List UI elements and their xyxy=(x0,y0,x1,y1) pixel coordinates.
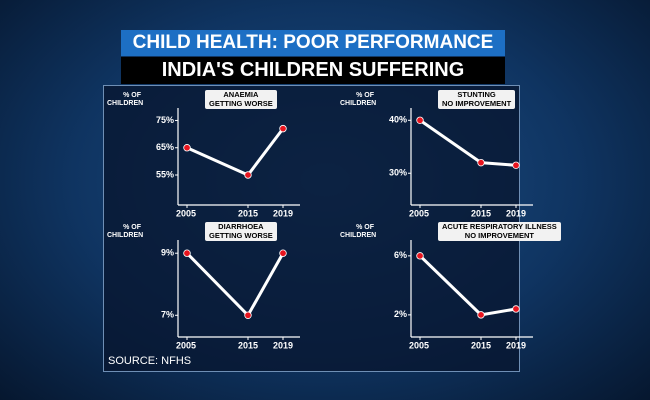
point xyxy=(183,249,191,257)
point xyxy=(416,116,424,124)
chart-title-box: DIARRHOEA GETTING WORSE xyxy=(205,222,277,241)
y-tick-label: 9% xyxy=(161,248,174,258)
y-axis-label: % OF CHILDREN xyxy=(107,224,144,239)
point xyxy=(477,311,485,319)
line xyxy=(186,127,285,177)
y-tick-label: 30% xyxy=(389,168,407,178)
x-tick-label: 2015 xyxy=(238,208,258,218)
point xyxy=(477,158,485,167)
x-tick-label: 2019 xyxy=(506,208,526,218)
x-tick-label: 2019 xyxy=(273,340,293,350)
x-tick-label: 2005 xyxy=(409,340,429,350)
y-tick-label: 40% xyxy=(389,115,407,125)
chart-subtitle: GETTING WORSE xyxy=(209,98,273,108)
y-tick-label: 65% xyxy=(156,142,174,152)
header-title: CHILD HEALTH: POOR PERFORMANCE xyxy=(121,30,505,56)
line xyxy=(185,252,285,318)
y-tick-label: 2% xyxy=(394,309,407,319)
x-tick-label: 2005 xyxy=(409,208,429,218)
y-tick-label: 6% xyxy=(394,250,407,260)
x-tick-label: 2015 xyxy=(238,340,258,350)
x-tick-label: 2019 xyxy=(506,340,526,350)
x-tick-label: 2015 xyxy=(471,340,491,350)
x-tick-label: 2005 xyxy=(176,340,196,350)
chart-title-box: ACUTE RESPIRATORY ILLNESS NO IMPROVEMENT xyxy=(438,222,561,241)
source: SOURCE: NFHS xyxy=(108,355,192,367)
point xyxy=(279,249,287,257)
y-tick-label: 7% xyxy=(161,310,174,320)
point xyxy=(416,252,424,260)
point xyxy=(244,171,252,179)
chart-title: ACUTE RESPIRATORY ILLNESS xyxy=(442,222,557,231)
line xyxy=(419,119,517,167)
chart-title: DIARRHOEA xyxy=(218,222,264,231)
chart-title: ANAEMIA xyxy=(223,90,259,99)
chart-subtitle: NO IMPROVEMENT xyxy=(442,98,512,108)
header-subtitle: INDIA'S CHILDREN SUFFERING xyxy=(121,57,505,84)
point xyxy=(512,305,520,313)
chart-title: STUNTING xyxy=(457,90,496,99)
y-tick-label: 75% xyxy=(156,115,174,125)
chart-title-box: STUNTING NO IMPROVEMENT xyxy=(438,90,516,109)
chart-subtitle: NO IMPROVEMENT xyxy=(464,230,534,240)
x-tick-label: 2015 xyxy=(471,208,491,218)
point xyxy=(512,161,520,169)
y-axis-label: % OF CHILDREN xyxy=(340,92,377,107)
point xyxy=(279,124,287,133)
y-axis-label: % OF CHILDREN xyxy=(107,92,144,107)
y-tick-label: 55% xyxy=(156,169,174,179)
line xyxy=(418,254,517,317)
point xyxy=(183,144,191,152)
x-tick-label: 2005 xyxy=(176,208,196,218)
y-axis-label: % OF CHILDREN xyxy=(340,224,377,239)
point xyxy=(244,311,252,319)
chart-title-box: ANAEMIA GETTING WORSE xyxy=(205,90,277,109)
x-tick-label: 2019 xyxy=(273,208,293,218)
chart-subtitle: GETTING WORSE xyxy=(209,230,273,240)
